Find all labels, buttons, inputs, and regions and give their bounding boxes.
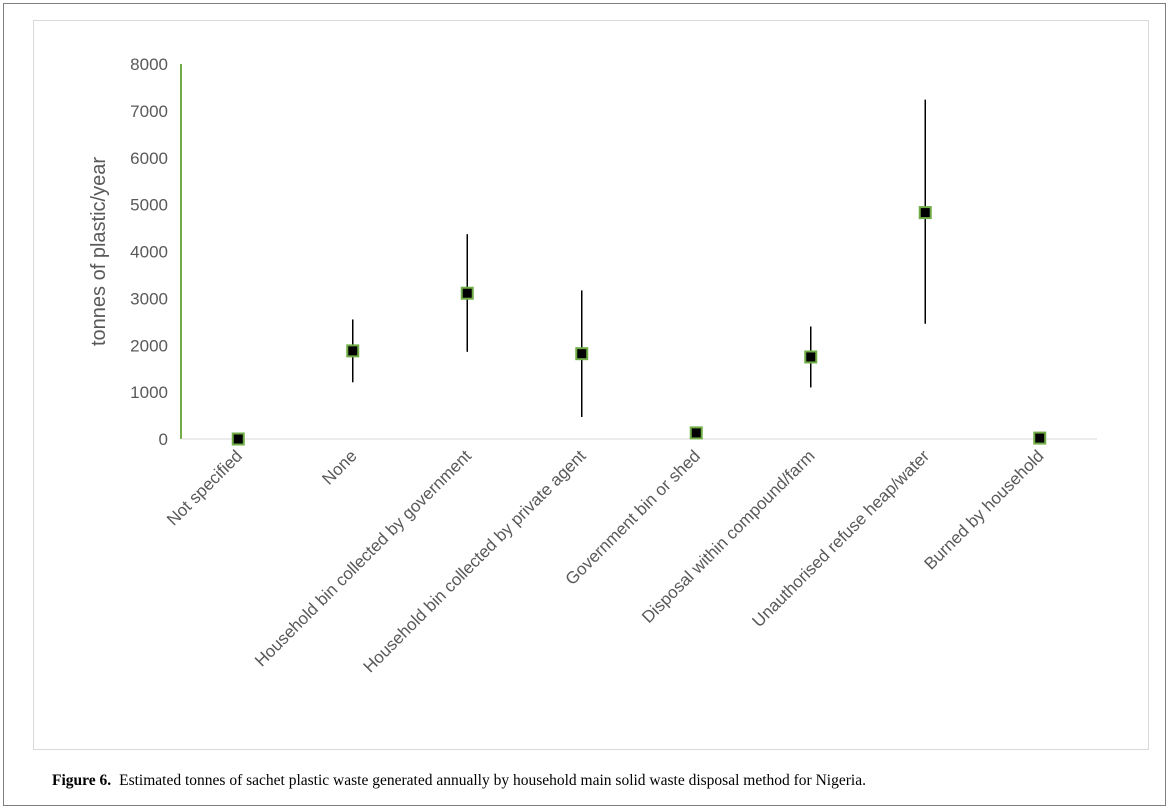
figure-caption-text: Estimated tonnes of sachet plastic waste…: [119, 772, 866, 789]
data-point: [804, 350, 818, 364]
y-tick-label: 6000: [130, 149, 168, 168]
x-tick-label: Not specified: [163, 446, 246, 529]
y-tick-label: 1000: [130, 383, 168, 402]
y-tick-label: 3000: [130, 289, 168, 308]
y-tick-label: 8000: [130, 55, 168, 74]
figure-caption: Figure 6. Estimated tonnes of sachet plas…: [52, 772, 1162, 790]
data-point: [460, 286, 474, 300]
x-tick-label: Household bin collected by private agent: [360, 446, 590, 676]
x-tick-label: Household bin collected by government: [251, 446, 475, 670]
error-bars: [352, 99, 926, 417]
data-point: [1033, 431, 1047, 445]
data-point: [231, 432, 245, 446]
y-tick-label: 2000: [130, 336, 168, 355]
y-tick-label: 4000: [130, 243, 168, 262]
data-point: [575, 347, 589, 361]
data-markers: [231, 206, 1047, 446]
data-point: [346, 344, 360, 358]
figure-label: Figure 6.: [52, 772, 112, 789]
y-tick-label: 5000: [130, 196, 168, 215]
y-axis-title: tonnes of plastic/year: [88, 157, 110, 346]
y-tick-label: 0: [159, 430, 168, 449]
chart-svg: 0 1000 2000 3000 4000 5000 6000 7000 8000 tonnes…: [88, 55, 1097, 676]
y-axis-ticks: 0 1000 2000 3000 4000 5000 6000 7000 8000: [130, 55, 168, 449]
y-tick-label: 7000: [130, 102, 168, 121]
chart-frame: [33, 20, 1149, 750]
data-point: [918, 206, 932, 220]
x-tick-label: None: [318, 446, 360, 488]
x-tick-label: Burned by household: [921, 446, 1048, 573]
data-point: [689, 426, 703, 440]
